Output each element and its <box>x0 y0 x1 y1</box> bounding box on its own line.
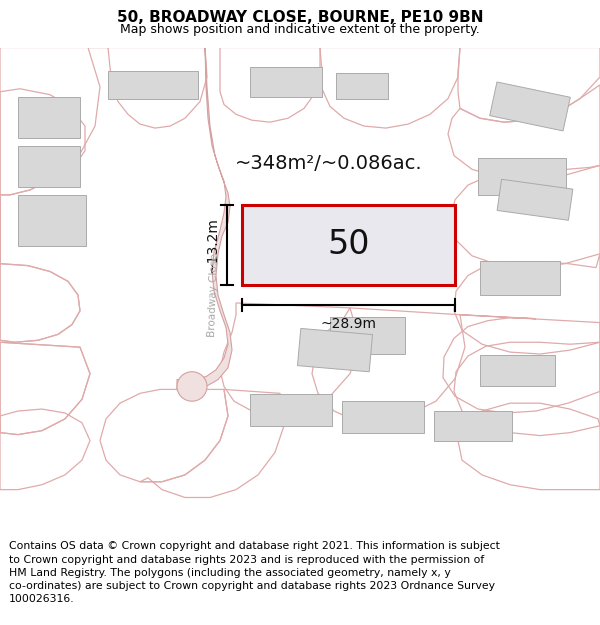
Text: Contains OS data © Crown copyright and database right 2021. This information is : Contains OS data © Crown copyright and d… <box>9 541 500 604</box>
Bar <box>18 97 80 138</box>
Text: Map shows position and indicative extent of the property.: Map shows position and indicative extent… <box>120 22 480 36</box>
Bar <box>490 82 571 131</box>
Bar <box>497 179 573 220</box>
Circle shape <box>177 372 207 401</box>
Text: ~13.2m: ~13.2m <box>205 217 219 273</box>
Bar <box>480 261 560 295</box>
Bar <box>250 394 332 426</box>
Bar <box>342 401 424 432</box>
Bar <box>250 67 322 97</box>
Bar <box>480 355 555 386</box>
Bar <box>336 73 388 99</box>
Text: ~348m²/~0.086ac.: ~348m²/~0.086ac. <box>235 154 422 173</box>
Bar <box>434 411 512 441</box>
Bar <box>242 205 455 285</box>
Text: 50, BROADWAY CLOSE, BOURNE, PE10 9BN: 50, BROADWAY CLOSE, BOURNE, PE10 9BN <box>117 9 483 24</box>
Text: 50: 50 <box>327 229 370 261</box>
Bar <box>18 146 80 187</box>
Bar <box>298 328 373 372</box>
Bar <box>330 317 405 354</box>
Text: Broadway Close: Broadway Close <box>206 253 220 337</box>
Bar <box>242 205 455 285</box>
Bar <box>18 195 86 246</box>
Bar <box>478 158 566 195</box>
Text: ~28.9m: ~28.9m <box>320 317 377 331</box>
Polygon shape <box>177 48 232 389</box>
Bar <box>108 71 198 99</box>
